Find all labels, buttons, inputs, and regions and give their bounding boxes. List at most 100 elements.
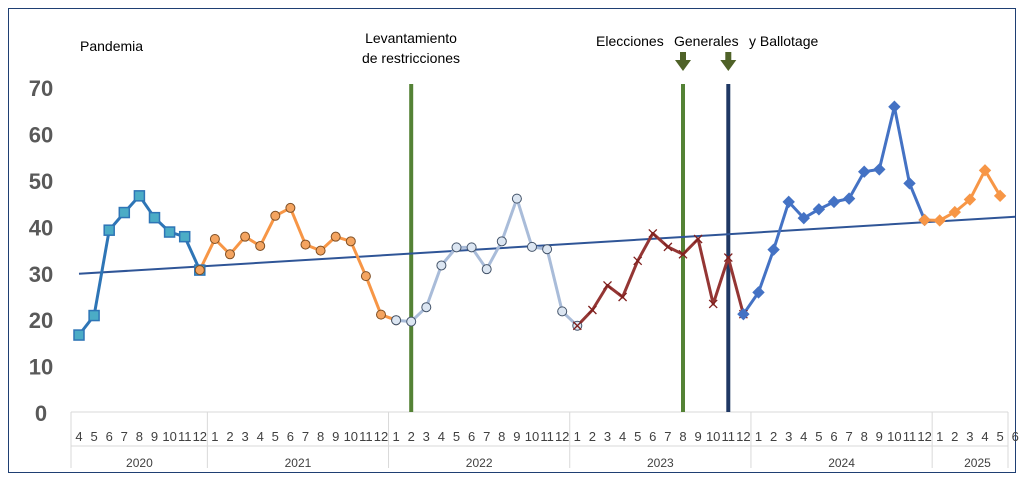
y-tick-label: 0 (35, 401, 47, 426)
x-tick-label: 6 (830, 429, 837, 444)
data-point (255, 240, 266, 251)
x-tick-label: 12 (555, 429, 569, 444)
data-point (812, 203, 826, 216)
x-tick-label: 7 (302, 429, 309, 444)
x-tick-label: 4 (619, 429, 626, 444)
y-tick-label: 70 (29, 76, 53, 101)
y-tick-label: 20 (29, 308, 53, 333)
data-point (225, 249, 235, 260)
x-tick-label: 9 (151, 429, 158, 444)
x-tick-label: 1 (574, 429, 581, 444)
x-tick-label: 4 (800, 429, 807, 444)
x-tick-label: 9 (694, 429, 701, 444)
data-point (888, 100, 901, 113)
data-point (633, 256, 643, 266)
x-tick-label: 5 (996, 429, 1003, 444)
x-tick-label: 6 (287, 429, 294, 444)
x-tick-label: 6 (468, 429, 475, 444)
x-tick-label: 5 (815, 429, 822, 444)
data-point (240, 231, 251, 242)
data-point (148, 211, 161, 224)
data-point (451, 242, 462, 253)
x-tick-label: 10 (162, 429, 176, 444)
down-arrow-icon (720, 52, 737, 71)
x-tick-label: 2 (951, 429, 958, 444)
data-point (391, 315, 402, 326)
year-label: 2021 (285, 456, 312, 470)
year-label: 2023 (647, 456, 674, 470)
data-point (708, 299, 718, 309)
y-tick-label: 50 (29, 169, 53, 194)
x-tick-label: 9 (513, 429, 520, 444)
data-point (481, 264, 492, 275)
x-tick-label: 8 (861, 429, 868, 444)
x-tick-label: 4 (75, 429, 82, 444)
data-point (587, 305, 597, 315)
data-point (933, 214, 946, 227)
x-tick-label: 8 (679, 429, 686, 444)
x-tick-label: 4 (257, 429, 264, 444)
x-tick-label: 11 (540, 429, 554, 444)
y-tick-label: 60 (29, 123, 53, 148)
x-tick-label: 1 (936, 429, 943, 444)
year-label: 2025 (964, 456, 991, 470)
x-tick-label: 6 (649, 429, 656, 444)
annotation-generales: Generales (674, 33, 739, 49)
x-tick-label: 1 (211, 429, 218, 444)
data-point (648, 228, 658, 238)
x-tick-label: 10 (525, 429, 539, 444)
year-label: 2024 (828, 456, 855, 470)
data-point (723, 253, 733, 263)
x-tick-label: 8 (317, 429, 324, 444)
data-point (194, 265, 205, 276)
x-tick-label: 3 (785, 429, 792, 444)
data-point (693, 234, 703, 244)
x-tick-label: 1 (392, 429, 399, 444)
x-tick-label: 5 (634, 429, 641, 444)
event-lines (409, 52, 737, 412)
data-point (737, 307, 750, 321)
x-tick-label: 11 (903, 429, 917, 444)
annotation-pandemia: Pandemia (80, 38, 143, 54)
data-point (315, 245, 326, 256)
x-tick-label: 3 (966, 429, 973, 444)
series-line (742, 105, 926, 316)
year-label: 2022 (466, 456, 493, 470)
data-point (345, 236, 356, 247)
data-point (827, 195, 841, 209)
x-tick-label: 10 (706, 429, 720, 444)
data-point (330, 231, 341, 242)
annotation-elecciones: Elecciones (596, 33, 664, 49)
annotation-levantamiento-line1: Levantamiento (365, 30, 457, 46)
x-tick-label: 12 (193, 429, 207, 444)
x-tick-label: 10 (887, 429, 901, 444)
data-point (421, 302, 432, 313)
x-tick-label: 12 (374, 429, 388, 444)
data-point (163, 226, 176, 238)
x-tick-label: 9 (876, 429, 883, 444)
data-point (557, 306, 568, 317)
x-tick-label: 2 (589, 429, 596, 444)
x-tick-label: 2 (408, 429, 415, 444)
data-point (993, 189, 1007, 203)
x-tick-label: 3 (241, 429, 248, 444)
x-tick-label: 11 (178, 429, 192, 444)
x-tick-label: 7 (121, 429, 128, 444)
data-point (873, 163, 886, 176)
x-tick-label: 8 (136, 429, 143, 444)
year-label: 2020 (126, 456, 153, 470)
y-tick-label: 30 (29, 262, 53, 287)
x-tick-label: 12 (917, 429, 931, 444)
data-point (978, 164, 992, 177)
x-tick-label: 10 (344, 429, 358, 444)
x-tick-label: 2 (226, 429, 233, 444)
data-point (285, 202, 296, 213)
data-point (767, 243, 780, 256)
x-tick-label: 7 (483, 429, 490, 444)
data-point (797, 211, 811, 225)
data-point (752, 286, 765, 299)
x-tick-label: 9 (332, 429, 339, 444)
x-tick-label: 4 (438, 429, 445, 444)
data-point (209, 234, 220, 244)
